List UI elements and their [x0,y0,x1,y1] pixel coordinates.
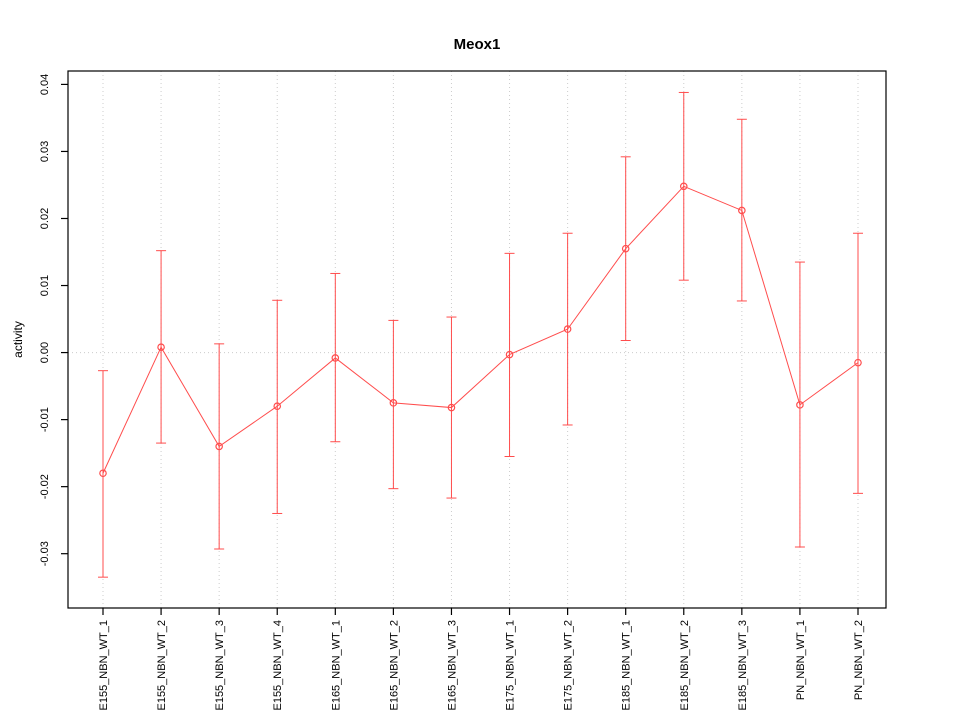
data-point [621,244,630,253]
data-point [331,354,340,362]
data-point [447,403,456,412]
data-point [679,182,688,191]
data-point [796,401,804,409]
plot-border [67,70,887,609]
x-axis-tick-label: E185_NBN_WT_2 [679,620,691,711]
data-point [215,442,223,451]
x-axis-tick-label: E155_NBN_WT_4 [272,620,284,711]
x-axis-tick-label: E175_NBN_WT_2 [563,620,575,711]
x-axis-tick-label: E175_NBN_WT_1 [505,620,517,711]
data-point [273,402,282,411]
y-axis-tick-label: -0.03 [39,541,51,566]
x-axis-tick-label: E165_NBN_WT_1 [330,620,342,711]
x-axis-tick-label: PN_NBN_WT_1 [795,620,807,700]
y-axis-tick-label: -0.01 [39,407,51,432]
y-axis-tick-label: 0.02 [39,208,51,229]
x-axis-tick-label: PN_NBN_WT_2 [853,620,865,700]
y-axis-title: activity [11,321,25,358]
chart-title: Meox1 [453,36,501,53]
x-axis-tick-label: E165_NBN_WT_2 [388,620,400,711]
x-axis-tick-label: E185_NBN_WT_3 [737,620,749,711]
x-axis-tick-label: E185_NBN_WT_1 [621,620,633,711]
series-line [102,185,859,474]
x-axis-tick-label: E155_NBN_WT_1 [98,620,110,711]
y-axis-tick-label: 0.04 [39,74,51,95]
x-axis-tick-label: E155_NBN_WT_2 [156,620,168,711]
data-point [738,206,746,215]
data-point [389,399,398,407]
y-axis-tick-label: 0.00 [39,342,51,363]
y-axis-tick-label: 0.03 [39,141,51,162]
y-axis-tick-label: 0.01 [39,275,51,296]
y-axis-tick-label: -0.02 [39,474,51,499]
x-axis-tick-label: E155_NBN_WT_3 [214,620,226,711]
x-axis-tick-label: E165_NBN_WT_3 [446,620,458,711]
data-point [854,358,862,367]
data-point [505,350,514,359]
data-point [157,343,165,352]
data-point [563,325,572,333]
data-point [99,469,107,478]
